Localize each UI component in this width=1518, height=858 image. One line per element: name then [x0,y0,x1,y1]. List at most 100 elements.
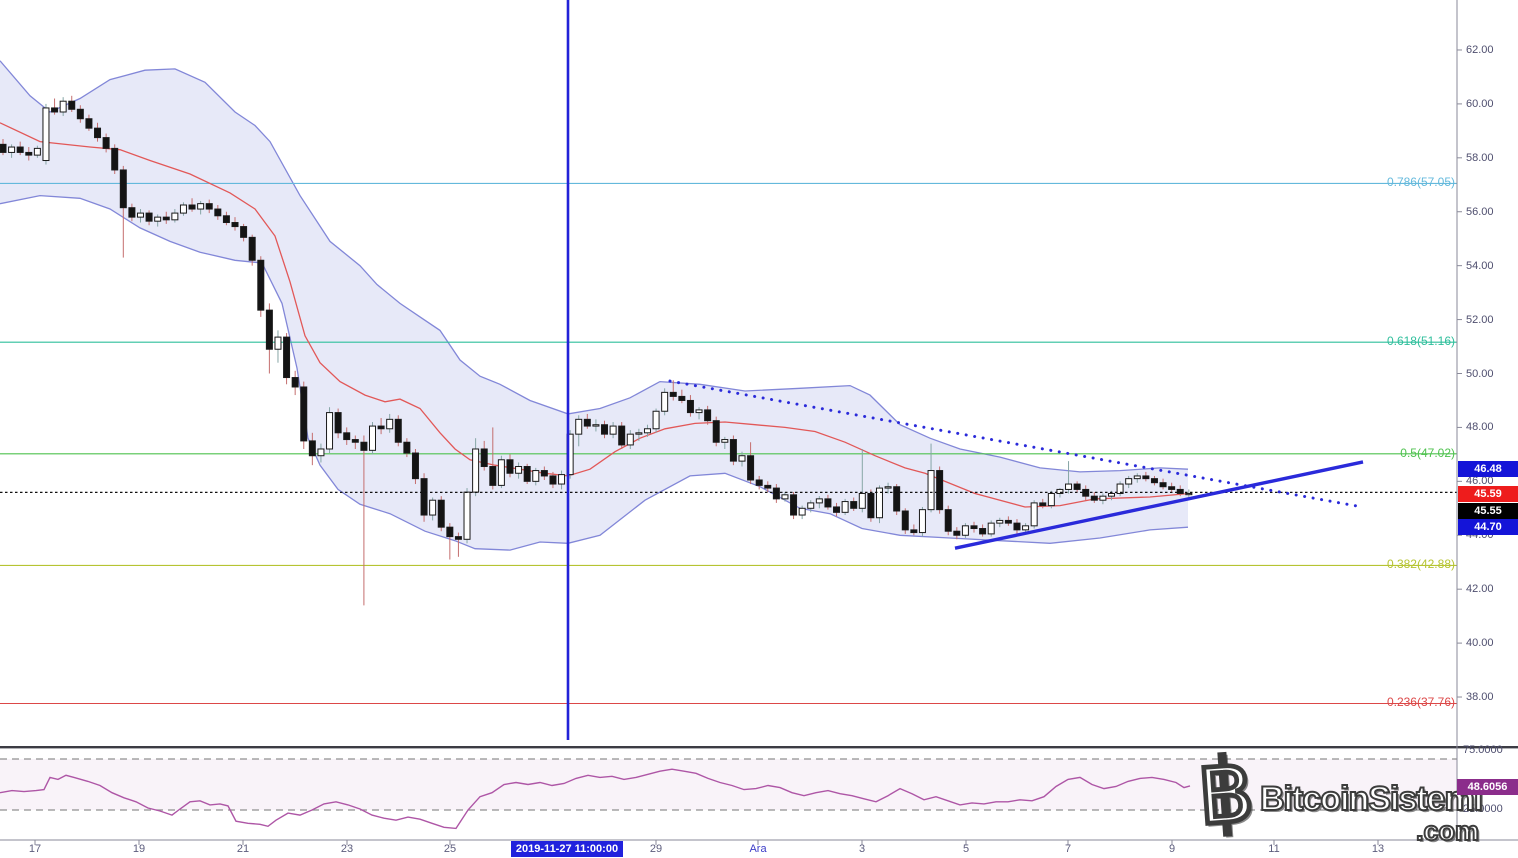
time-tick-label: 5 [962,843,970,855]
candle-body [162,216,170,221]
candle-body [480,448,488,468]
candle-body [1039,502,1047,507]
candle-body [59,100,67,113]
candle-body [334,412,342,434]
candle-body [558,474,566,485]
rsi-upper-guide-label: 75.0000 [1463,744,1503,756]
candle-body [1133,475,1141,480]
candle-body [179,204,187,214]
candle-body [154,216,162,222]
candle-body [601,424,609,435]
candle-body [979,528,987,535]
price-tick-label: 48.00 [1466,421,1494,434]
candle-body [308,440,316,457]
candle-body [145,212,153,222]
price-tick-label: 42.00 [1466,583,1494,596]
candle-body [910,529,918,534]
candle-body [798,507,806,516]
candle-body [790,494,798,516]
price-axis-badge: 46.48 [1458,461,1518,477]
candle-body [833,506,841,513]
candle-body [76,108,84,120]
candle-body [652,410,660,430]
candle-body [119,169,127,209]
candle-body [583,418,591,427]
crosshair-date-badge: 2019-11-27 11:00:00 [511,841,623,857]
time-tick-label: 17 [28,843,42,855]
time-tick-label: Ara [749,843,767,855]
price-tick-label: 64.00 [1466,0,1494,2]
candle-body [1073,483,1081,490]
rsi-value-badge: 48.6056 [1457,779,1518,795]
fib-level-label: 0.5(47.02) [1400,445,1455,460]
candle-body [824,498,832,508]
fib-level-label: 0.618(51.16) [1386,334,1455,349]
price-tick-label: 58.00 [1466,151,1494,164]
bollinger-band-fill [0,60,1188,551]
candle-body [661,391,669,412]
candle-body [850,501,858,509]
candle-body [712,420,720,443]
candle-body [394,418,402,443]
rsi-line [0,768,1191,830]
candle-body [781,494,789,500]
candle-body [420,478,428,516]
candle-body [1142,475,1150,480]
candle-body [927,470,935,511]
candle-body [1168,486,1176,490]
candle-body [704,409,712,422]
candle-body [1107,492,1115,497]
candle-body [489,466,497,486]
candle-body [240,226,248,238]
candle-body [8,146,16,153]
candle-body [532,470,540,482]
candle-body [884,486,892,489]
candle-body [523,466,531,482]
time-tick-label: 21 [236,843,250,855]
candle-body [738,455,746,462]
candle-body [626,433,634,446]
candle-body [497,459,505,486]
fib-level-label: 0.236(37.76) [1386,695,1455,710]
candle-body [918,509,926,534]
candle-body [214,208,222,217]
price-tick-label: 46.00 [1466,475,1494,488]
candle-body [446,526,454,538]
candle-body [300,386,308,442]
candle-body [609,425,617,435]
candle-body [755,479,763,486]
candle-body [1159,482,1167,488]
candle-body [1116,483,1124,494]
candle-body [1030,502,1038,527]
candle-body [721,439,729,443]
price-tick-label: 50.00 [1466,367,1494,380]
price-tick-label: 62.00 [1466,43,1494,56]
candle-body [283,336,291,379]
candle-body [403,441,411,454]
candle-body [1047,492,1055,507]
candle-body [686,399,694,414]
price-tick-label: 54.00 [1466,259,1494,272]
candle-body [463,491,471,540]
candle-body [411,452,419,480]
candle-body [893,486,901,512]
candle-body [33,147,41,156]
candle-body [506,459,514,474]
candle-body [188,204,196,210]
panel-separator [0,746,1518,749]
candle-body [996,519,1004,524]
candle-body [351,439,359,443]
candle-body [901,510,909,531]
candle-body [368,425,376,451]
candle-body [764,484,772,489]
candle-body [1004,519,1012,524]
candle-body [51,107,59,113]
candle-body [944,509,952,532]
price-axis-badge: 44.70 [1458,519,1518,535]
candle-body [936,470,944,511]
time-tick-label: 23 [340,843,354,855]
candle-body [772,487,780,500]
candle-body [549,475,557,485]
